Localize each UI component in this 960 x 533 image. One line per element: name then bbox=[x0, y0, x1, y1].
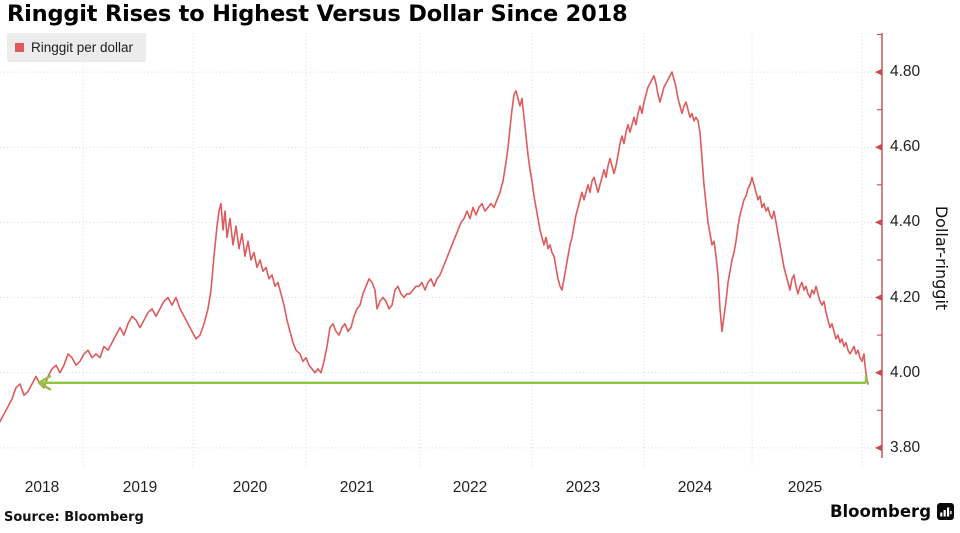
y-major-tick bbox=[875, 143, 882, 151]
x-tick-label-2021: 2021 bbox=[339, 479, 375, 496]
x-tick-label-2018: 2018 bbox=[24, 479, 60, 496]
y-major-tick bbox=[875, 444, 882, 452]
y-major-tick bbox=[875, 294, 882, 301]
y-tick-label: 4.40 bbox=[890, 213, 921, 231]
annotation-arrow-left bbox=[37, 375, 868, 391]
source-label: Source: Bloomberg bbox=[4, 510, 144, 525]
series-line-ringgit-per-dollar bbox=[0, 71, 869, 423]
x-tick-label-2023: 2023 bbox=[565, 479, 601, 496]
bar-chart-icon bbox=[937, 503, 954, 520]
x-tick-label-2025: 2025 bbox=[787, 479, 823, 496]
legend-swatch-icon bbox=[15, 43, 24, 52]
x-tick-label-2019: 2019 bbox=[122, 479, 158, 496]
y-major-tick bbox=[875, 68, 882, 76]
x-tick-label-2022: 2022 bbox=[452, 479, 488, 496]
legend-label: Ringgit per dollar bbox=[31, 39, 134, 55]
arrow-head-left bbox=[37, 375, 52, 391]
x-tick-label-2020: 2020 bbox=[232, 479, 268, 496]
y-major-tick bbox=[875, 219, 882, 226]
y-major-tick bbox=[875, 369, 882, 377]
y-axis-title: Dollar-ringgit bbox=[932, 206, 951, 310]
y-axis bbox=[875, 33, 883, 458]
gridlines bbox=[0, 33, 882, 467]
y-tick-label: 4.80 bbox=[890, 63, 921, 81]
legend: Ringgit per dollar bbox=[7, 33, 147, 62]
bloomberg-logo: Bloomberg bbox=[830, 502, 954, 521]
y-tick-label: 4.60 bbox=[890, 138, 921, 156]
y-tick-label: 4.00 bbox=[890, 363, 921, 381]
chart-title: Ringgit Rises to Highest Versus Dollar S… bbox=[7, 1, 628, 27]
y-tick-label: 3.80 bbox=[890, 438, 921, 456]
bloomberg-wordmark: Bloomberg bbox=[829, 502, 931, 521]
x-tick-label-2024: 2024 bbox=[677, 479, 713, 496]
y-tick-label: 4.20 bbox=[890, 288, 921, 306]
ringgit-per-dollar-line bbox=[0, 71, 869, 423]
